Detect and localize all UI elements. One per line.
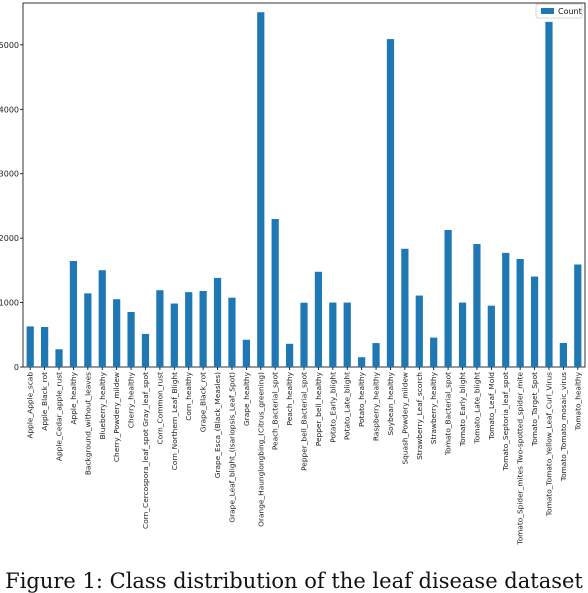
- x-tick-label: Tomato_Septoria_leaf_spot: [501, 372, 510, 472]
- x-tick-label: Soybean_healthy: [386, 371, 395, 435]
- x-tick-label: Potato_healthy: [357, 371, 366, 427]
- x-tick-label: Tomato_healthy: [573, 371, 582, 431]
- bar: [559, 342, 567, 367]
- x-tick-label: Tomato_Tomato_mosaic_virus: [559, 372, 568, 482]
- x-tick-label: Tomato_Late_blight: [472, 372, 481, 445]
- x-tick-label: Apple_Black_rot: [40, 372, 49, 431]
- x-tick-label: Grape_Esca_(Black_Measles): [213, 372, 222, 478]
- x-tick-label: Corn_Northern_Leaf_Blight: [170, 372, 179, 470]
- bar: [285, 343, 294, 367]
- y-tick-label: 1000: [0, 299, 19, 308]
- y-tick-label: 5000: [0, 41, 19, 50]
- bar: [358, 357, 366, 367]
- bar: [415, 295, 423, 367]
- bar: [84, 293, 92, 367]
- figure-caption: Figure 1: Class distribution of the leaf…: [5, 569, 583, 593]
- bar: [69, 261, 78, 367]
- y-tick-label: 0: [14, 363, 19, 372]
- bar: [430, 337, 438, 367]
- x-tick-label: Strawberry_healthy: [429, 371, 438, 444]
- x-tick-label: Blueberry_healthy: [98, 371, 107, 439]
- y-axis: 0 1000 2000 3000 4000 5000: [0, 41, 23, 372]
- x-tick-label: Pepper_bell_healthy: [314, 371, 323, 446]
- bar: [41, 326, 49, 367]
- bar: [141, 333, 150, 367]
- x-tick-label: Tomato_Target_Spot: [530, 372, 539, 447]
- x-tick-label: Tomato_Leaf_Mold: [487, 372, 496, 441]
- x-tick-label: Tomato_Early_blight: [458, 372, 467, 447]
- x-tick-label: Potato_Early_blight: [328, 372, 337, 443]
- x-tick-label: Raspberry_healthy: [372, 371, 381, 441]
- bar: [257, 12, 265, 368]
- x-tick-label: Corn_Common_rust: [155, 372, 164, 445]
- legend-swatch: [541, 8, 554, 14]
- x-tick-label: Grape_Leaf_blight_(Isariopsis_Leaf_Spot): [227, 372, 236, 523]
- x-tick-label: Apple_healthy: [69, 371, 78, 424]
- bar: [113, 299, 121, 367]
- bar: [372, 343, 380, 367]
- bar: [444, 229, 452, 367]
- bar: [545, 21, 553, 367]
- bar: [185, 292, 193, 367]
- y-tick-label: 3000: [0, 170, 19, 179]
- bar: [502, 252, 510, 367]
- x-tick-label: Orange_Haunglongbing_(Citrus_greening): [256, 372, 265, 527]
- x-tick-label: Potato_Late_blight: [343, 372, 352, 440]
- y-tick-label: 4000: [0, 105, 19, 114]
- bar: [574, 264, 582, 367]
- x-tick-label: Cherry_healthy: [127, 371, 136, 428]
- bar: [516, 259, 524, 367]
- bar: [170, 303, 178, 367]
- bar: [156, 290, 164, 367]
- x-axis: Apple_Apple_scab Apple_Black_rot Apple_Ced…: [26, 367, 582, 546]
- bar: [199, 290, 207, 367]
- bar: [314, 271, 323, 367]
- x-tick-label: Corn_Cercospora_leaf_spot Gray_leaf_spot: [141, 372, 150, 529]
- x-tick-label: Corn_healthy: [184, 371, 193, 420]
- bar: [487, 305, 495, 367]
- bar: [386, 39, 395, 367]
- bar: [242, 339, 250, 367]
- x-tick-label: Apple_Cedar_apple_rust: [55, 372, 64, 461]
- legend-box: [535, 3, 583, 19]
- bar: [401, 248, 409, 367]
- bar: [127, 311, 135, 367]
- x-tick-label: Grape_Black_rot: [199, 372, 208, 432]
- x-tick-label: Tomato_Spider_mites Two-spotted_spider_m…: [516, 372, 525, 546]
- bar: [228, 297, 236, 367]
- x-tick-label: Peach_healthy: [285, 371, 294, 425]
- x-tick-label: Peach_Bacterial_spot: [271, 372, 280, 450]
- y-tick-label: 2000: [0, 234, 19, 243]
- bar: [213, 277, 222, 367]
- x-tick-label: Pepper_bell_Bacterial_spot: [300, 372, 309, 471]
- bar: [26, 326, 34, 367]
- bar: [98, 270, 106, 367]
- bar: [271, 219, 279, 367]
- bar: [300, 302, 308, 367]
- bar: [329, 302, 337, 367]
- x-tick-label: Strawberry_Leaf_scorch: [415, 372, 424, 460]
- legend: Count: [535, 3, 583, 19]
- x-tick-label: Tomato_Tomato_Yellow_Leaf_Curl_Virus: [544, 372, 553, 517]
- x-tick-label: Apple_Apple_scab: [26, 372, 35, 439]
- bar: [530, 276, 539, 367]
- x-tick-label: Grape_healthy: [242, 371, 251, 426]
- bar: [55, 349, 63, 367]
- bar: [458, 302, 467, 367]
- x-tick-label: Squash_Powdery_mildew: [400, 372, 409, 465]
- legend-label: Count: [558, 7, 582, 16]
- bar: [473, 244, 481, 367]
- bar-series-count: [26, 12, 582, 368]
- x-tick-label: Tomato_Bacterial_spot: [444, 372, 453, 456]
- x-tick-label: Cherry_Powdery_mildew: [112, 372, 121, 462]
- x-tick-label: Background_without_leaves: [83, 372, 92, 475]
- bar: [343, 302, 351, 367]
